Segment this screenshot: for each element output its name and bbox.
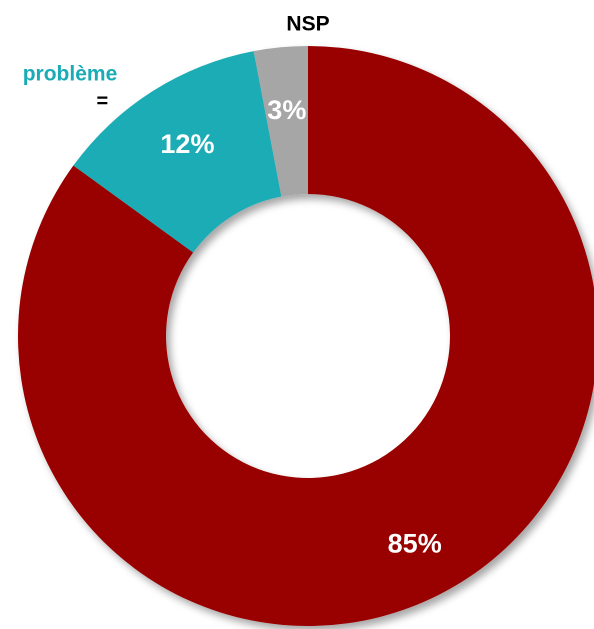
donut [18,46,594,626]
annotation: = [96,90,108,112]
slice [73,51,282,253]
value-label: 3% [267,95,306,125]
slice [18,46,594,626]
value-label: 12% [160,129,214,159]
slice [253,46,308,197]
category-label: problème [23,63,118,86]
value-label: 85% [388,529,442,559]
category-label: NSP [286,13,329,36]
